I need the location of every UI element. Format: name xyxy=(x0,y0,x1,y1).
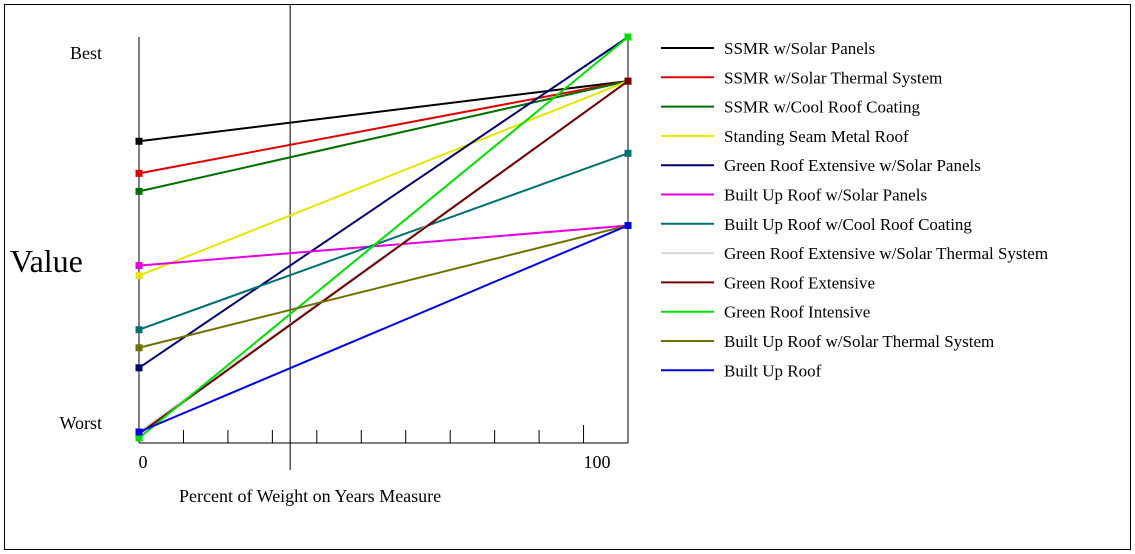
series-marker-start-0 xyxy=(135,137,143,145)
legend-label-11: Built Up Roof xyxy=(724,361,822,380)
series-marker-end-11 xyxy=(624,221,632,229)
series-line-2 xyxy=(138,80,629,193)
axes xyxy=(138,5,629,470)
legend-label-4: Green Roof Extensive w/Solar Panels xyxy=(724,156,981,175)
chart-svg: SSMR w/Solar Panels SSMR w/Solar Thermal … xyxy=(10,5,1048,506)
series-marker-start-9 xyxy=(135,434,143,442)
y-tick-label-worst: Worst xyxy=(59,413,102,433)
series-marker-end-6 xyxy=(624,149,632,157)
series-marker-start-11 xyxy=(135,428,143,436)
y-tick-label-best: Best xyxy=(70,43,102,63)
series-line-5 xyxy=(138,224,629,267)
series-lines xyxy=(138,36,629,439)
series-marker-end-9 xyxy=(624,33,632,41)
y-axis-label: Value xyxy=(10,243,83,279)
legend-label-3: Standing Seam Metal Roof xyxy=(724,127,909,146)
legend-label-1: SSMR w/Solar Thermal System xyxy=(724,68,942,87)
series-line-11 xyxy=(138,224,629,433)
legend-label-9: Green Roof Intensive xyxy=(724,303,870,322)
series-marker-start-10 xyxy=(135,344,143,352)
legend-label-8: Green Roof Extensive xyxy=(724,273,875,292)
legend-label-10: Built Up Roof w/Solar Thermal System xyxy=(724,332,994,351)
legend-label-6: Built Up Roof w/Cool Roof Coating xyxy=(724,215,972,234)
legend: SSMR w/Solar Panels SSMR w/Solar Thermal … xyxy=(661,39,1048,380)
chart-frame: SSMR w/Solar Panels SSMR w/Solar Thermal … xyxy=(4,4,1131,550)
legend-label-2: SSMR w/Cool Roof Coating xyxy=(724,98,921,117)
series-line-6 xyxy=(138,152,629,331)
legend-label-0: SSMR w/Solar Panels xyxy=(724,39,875,58)
x-tick-label-100: 100 xyxy=(584,452,611,472)
series-marker-start-3 xyxy=(135,272,143,280)
series-marker-end-8 xyxy=(624,77,632,85)
series-line-1 xyxy=(138,80,629,175)
series-line-4 xyxy=(138,36,629,369)
x-tick-label-0: 0 xyxy=(139,452,148,472)
series-marker-start-2 xyxy=(135,187,143,195)
legend-label-7: Green Roof Extensive w/Solar Thermal Sys… xyxy=(724,244,1048,263)
series-line-10 xyxy=(138,224,629,349)
legend-label-5: Built Up Roof w/Solar Panels xyxy=(724,186,927,205)
series-marker-start-5 xyxy=(135,262,143,270)
series-markers xyxy=(135,33,632,442)
series-marker-start-6 xyxy=(135,326,143,334)
series-line-8 xyxy=(138,80,629,435)
x-axis-label: Percent of Weight on Years Measure xyxy=(179,486,441,506)
series-line-9 xyxy=(138,36,629,439)
series-marker-start-1 xyxy=(135,169,143,177)
series-line-3 xyxy=(138,80,629,277)
series-marker-start-4 xyxy=(135,364,143,372)
